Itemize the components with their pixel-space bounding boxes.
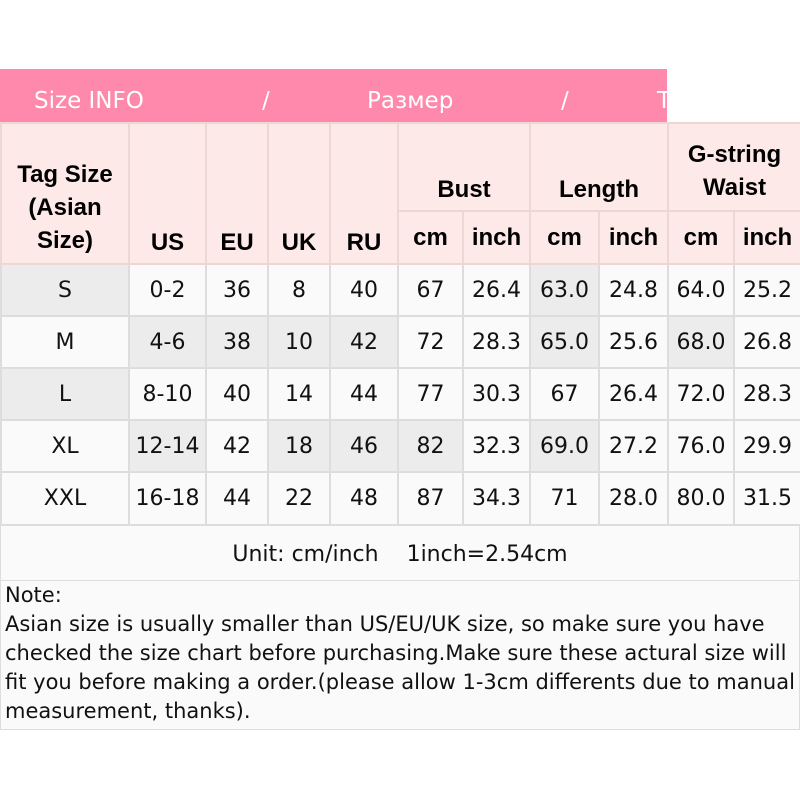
header-waist-cm: cm [667, 210, 736, 265]
table-row: XL 12-14 42 18 46 82 32.3 69.0 27.2 76.0 29.9 [0, 419, 800, 473]
header-bust-inch: inch [462, 210, 531, 265]
cell-length-cm: 71 [529, 471, 600, 526]
cell-bust-cm: 82 [397, 419, 464, 473]
cell-tag-size: L [0, 367, 130, 421]
cell-us: 4-6 [128, 315, 207, 369]
cell-bust-inch: 26.4 [462, 263, 531, 317]
header-length: Length [528, 122, 670, 212]
header-length-cm: cm [529, 210, 600, 265]
cell-us: 0-2 [128, 263, 207, 317]
cell-ru: 48 [329, 471, 399, 526]
cell-tag-size: M [0, 315, 130, 369]
banner-title-ru: Размер [367, 88, 454, 114]
cell-eu: 36 [205, 263, 269, 317]
table-row: L 8-10 40 14 44 77 30.3 67 26.4 72.0 28.3 [0, 367, 800, 421]
banner-separator: / [262, 88, 270, 114]
cell-uk: 10 [267, 315, 331, 369]
cell-eu: 42 [205, 419, 269, 473]
cell-length-inch: 27.2 [597, 419, 670, 473]
cell-length-inch: 28.0 [597, 471, 670, 526]
cell-bust-inch: 34.3 [462, 471, 531, 526]
header-bust: Bust [397, 122, 531, 212]
unit-info: Unit: cm/inch 1inch=2.54cm [0, 525, 800, 582]
size-info-banner: Size INFO / Размер / T [0, 69, 667, 122]
banner-title-en: Size INFO [34, 88, 144, 114]
cell-ru: 42 [329, 315, 399, 369]
cell-waist-cm: 76.0 [667, 419, 736, 473]
header-waist-inch: inch [733, 210, 800, 265]
cell-bust-inch: 28.3 [462, 315, 531, 369]
header-us: US [128, 122, 207, 265]
cell-uk: 22 [267, 471, 331, 526]
banner-separator: / [561, 88, 569, 114]
cell-waist-inch: 31.5 [733, 471, 800, 526]
cell-waist-inch: 25.2 [733, 263, 800, 317]
cell-waist-cm: 72.0 [667, 367, 736, 421]
header-uk: UK [267, 122, 331, 265]
cell-waist-inch: 28.3 [733, 367, 800, 421]
cell-length-inch: 24.8 [597, 263, 670, 317]
cell-bust-inch: 32.3 [462, 419, 531, 473]
cell-us: 8-10 [128, 367, 207, 421]
cell-bust-cm: 72 [397, 315, 464, 369]
header-length-inch: inch [597, 210, 670, 265]
cell-tag-size: XXL [0, 471, 130, 526]
cell-waist-cm: 68.0 [667, 315, 736, 369]
cell-waist-inch: 29.9 [733, 419, 800, 473]
note-box: Note: Asian size is usually smaller than… [0, 580, 800, 730]
cell-tag-size: XL [0, 419, 130, 473]
cell-eu: 38 [205, 315, 269, 369]
header-ru: RU [329, 122, 399, 265]
note-body: Asian size is usually smaller than US/EU… [5, 612, 795, 723]
cell-uk: 18 [267, 419, 331, 473]
cell-length-inch: 25.6 [597, 315, 670, 369]
cell-eu: 40 [205, 367, 269, 421]
header-waist: G-string Waist [667, 122, 800, 212]
table-row: S 0-2 36 8 40 67 26.4 63.0 24.8 64.0 25.2 [0, 263, 800, 317]
cell-eu: 44 [205, 471, 269, 526]
header-bust-cm: cm [397, 210, 464, 265]
cell-waist-cm: 64.0 [667, 263, 736, 317]
header-tag-size: Tag Size (Asian Size) [0, 122, 130, 265]
cell-bust-cm: 87 [397, 471, 464, 526]
cell-ru: 46 [329, 419, 399, 473]
cell-length-cm: 63.0 [529, 263, 600, 317]
note-title: Note: [5, 583, 62, 607]
cell-waist-cm: 80.0 [667, 471, 736, 526]
cell-ru: 44 [329, 367, 399, 421]
banner-title-cut: T [657, 88, 667, 114]
cell-bust-cm: 77 [397, 367, 464, 421]
cell-tag-size: S [0, 263, 130, 317]
cell-uk: 14 [267, 367, 331, 421]
cell-ru: 40 [329, 263, 399, 317]
cell-us: 16-18 [128, 471, 207, 526]
cell-length-inch: 26.4 [597, 367, 670, 421]
table-row: M 4-6 38 10 42 72 28.3 65.0 25.6 68.0 26.8 [0, 315, 800, 369]
cell-us: 12-14 [128, 419, 207, 473]
cell-bust-cm: 67 [397, 263, 464, 317]
table-row: XXL 16-18 44 22 48 87 34.3 71 28.0 80.0 31.5 [0, 471, 800, 526]
cell-length-cm: 67 [529, 367, 600, 421]
cell-uk: 8 [267, 263, 331, 317]
cell-length-cm: 65.0 [529, 315, 600, 369]
cell-waist-inch: 26.8 [733, 315, 800, 369]
header-eu: EU [205, 122, 269, 265]
cell-length-cm: 69.0 [529, 419, 600, 473]
size-table: Tag Size (Asian Size) US EU UK RU Bust L… [0, 122, 800, 526]
cell-bust-inch: 30.3 [462, 367, 531, 421]
